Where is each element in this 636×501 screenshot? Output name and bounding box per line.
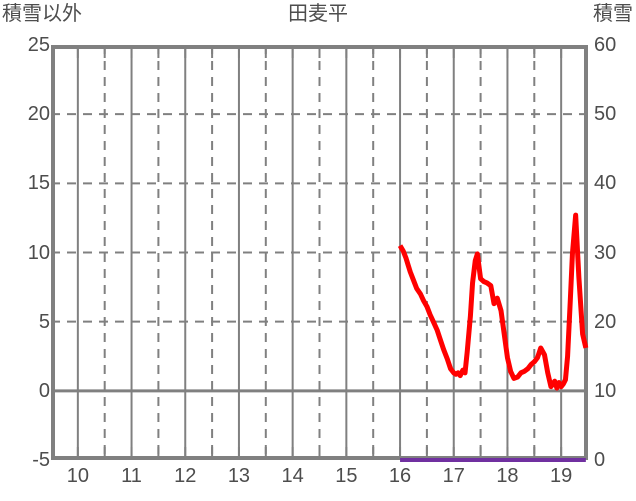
chart-series-layer <box>397 212 589 462</box>
y-axis-right-tick-label: 40 <box>594 172 617 195</box>
y-axis-left-tick-label: 15 <box>27 172 50 195</box>
plot-area <box>51 45 589 462</box>
y-axis-right-tick-label: 30 <box>594 241 617 264</box>
page-title: 田麦平 <box>288 3 348 25</box>
y-axis-left-tick-label: 5 <box>38 310 50 333</box>
y-axis-right-tick-label: 20 <box>594 310 617 333</box>
x-axis-tick-label: 14 <box>281 465 304 487</box>
y-axis-left-tick-label: 10 <box>27 241 50 264</box>
x-axis-tick-label: 17 <box>442 465 465 487</box>
x-axis-tick-label: 13 <box>227 465 251 487</box>
x-axis-tick-label: 10 <box>66 465 89 487</box>
left-axis-title: 積雪以外 <box>2 3 82 25</box>
y-axis-right-tick-label: 10 <box>594 379 617 402</box>
x-axis-tick-label: 16 <box>388 465 412 487</box>
y-axis-left-tick-label: 0 <box>38 379 50 402</box>
x-axis-tick-label: 11 <box>121 465 142 487</box>
x-axis-tick-label: 15 <box>335 465 358 487</box>
y-axis-left-tick-label: 25 <box>27 34 50 56</box>
x-axis-tick-label: 19 <box>550 465 573 487</box>
y-axis-right-tick-label: 50 <box>594 103 617 126</box>
y-axis-left-tick-label: -5 <box>32 449 50 471</box>
right-axis-title: 積雪 <box>593 3 633 25</box>
y-axis-left-tick-label: 20 <box>27 103 50 126</box>
y-axis-right-tick-label: 60 <box>594 34 617 56</box>
chart-gridlines <box>51 45 588 460</box>
x-axis-tick-label: 12 <box>174 465 197 487</box>
y-axis-right-tick-label: 0 <box>594 449 606 471</box>
x-axis-tick-label: 18 <box>496 465 519 487</box>
